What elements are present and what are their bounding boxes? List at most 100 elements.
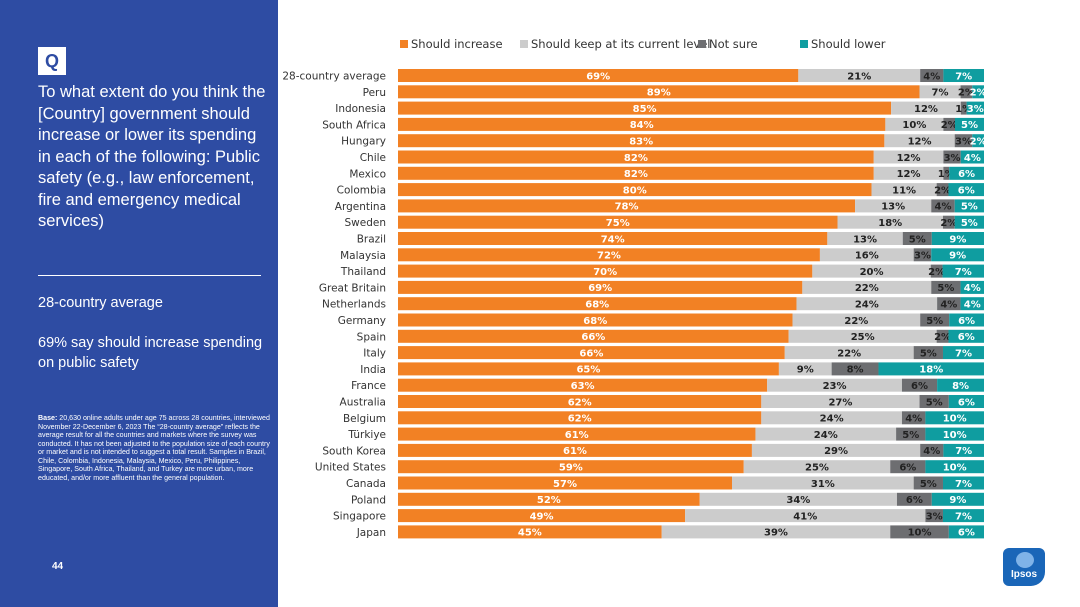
- ipsos-logo: Ipsos: [1003, 548, 1045, 586]
- data-label-not-sure: 4%: [905, 414, 922, 425]
- data-label-should-lower: 4%: [964, 300, 981, 311]
- bar-should-increase: [398, 395, 762, 408]
- category-label: India: [360, 364, 386, 376]
- bar-should-lower: [942, 476, 984, 490]
- category-label: Peru: [363, 87, 386, 99]
- data-label-should-increase: 69%: [588, 283, 612, 294]
- bar-should-lower: [943, 443, 984, 457]
- category-label: South Africa: [322, 119, 386, 131]
- data-label-should-keep-at-its-current-level: 39%: [764, 528, 788, 539]
- bar-should-lower: [948, 329, 984, 343]
- bar-should-lower: [925, 411, 984, 425]
- bar-should-lower: [931, 232, 984, 245]
- bar-should-increase: [398, 69, 799, 82]
- bar-not-sure: [920, 69, 944, 82]
- data-label-should-lower: 7%: [955, 267, 972, 278]
- bar-should-lower: [949, 166, 984, 180]
- bar-should-keep-at-its-current-level: [819, 248, 914, 262]
- bar-not-sure: [943, 117, 955, 131]
- bar-not-sure: [913, 248, 932, 262]
- data-label-should-keep-at-its-current-level: 31%: [811, 479, 835, 490]
- question-badge: Q: [38, 47, 66, 75]
- bar-should-lower: [949, 313, 984, 327]
- data-label-should-increase: 66%: [579, 348, 603, 359]
- data-label-should-keep-at-its-current-level: 20%: [860, 267, 884, 278]
- bar-should-keep-at-its-current-level: [755, 427, 897, 441]
- data-label-not-sure: 5%: [920, 479, 937, 490]
- data-label-should-increase: 69%: [586, 71, 610, 82]
- data-label-should-increase: 66%: [581, 332, 605, 343]
- data-label-should-increase: 62%: [568, 397, 592, 408]
- bar-not-sure: [943, 166, 950, 180]
- data-label-should-lower: 18%: [919, 365, 943, 376]
- data-label-should-lower: 6%: [958, 528, 975, 539]
- category-label: Italy: [363, 348, 386, 360]
- category-label: Mexico: [349, 168, 386, 180]
- bar-should-increase: [398, 101, 892, 115]
- data-label-should-increase: 82%: [624, 169, 648, 180]
- category-label: Türkiye: [347, 429, 386, 441]
- bar-should-lower: [942, 346, 984, 360]
- bar-should-increase: [398, 150, 874, 164]
- bar-should-increase: [398, 232, 828, 245]
- bar-should-increase: [398, 346, 785, 360]
- bar-should-increase: [398, 443, 752, 457]
- data-label-should-keep-at-its-current-level: 25%: [851, 332, 875, 343]
- category-label: Sweden: [345, 217, 387, 229]
- data-label-should-increase: 57%: [553, 479, 577, 490]
- page-number: 44: [52, 561, 64, 572]
- category-label: United States: [315, 462, 386, 474]
- bar-should-keep-at-its-current-level: [784, 346, 914, 360]
- bar-should-keep-at-its-current-level: [699, 492, 897, 506]
- data-label-should-increase: 65%: [576, 365, 600, 376]
- data-label-should-keep-at-its-current-level: 22%: [844, 316, 868, 327]
- logo-mark-icon: [1016, 552, 1034, 568]
- data-label-should-lower: 7%: [955, 446, 972, 457]
- data-label-should-keep-at-its-current-level: 24%: [855, 300, 879, 311]
- data-label-should-lower: 9%: [949, 251, 966, 262]
- bar-not-sure: [936, 183, 949, 197]
- data-label-not-sure: 3%: [914, 251, 931, 262]
- data-label-should-lower: 9%: [949, 234, 966, 245]
- data-label-should-lower: 7%: [955, 511, 972, 522]
- bar-not-sure: [913, 476, 943, 490]
- data-label-should-lower: 5%: [961, 120, 978, 131]
- bar-should-increase: [398, 215, 838, 229]
- data-label-should-lower: 5%: [961, 218, 978, 229]
- logo-text: Ipsos: [1010, 569, 1038, 580]
- data-label-not-sure: 8%: [847, 365, 864, 376]
- data-label-not-sure: 4%: [923, 71, 940, 82]
- bar-should-keep-at-its-current-level: [837, 215, 943, 229]
- category-label: Argentina: [335, 201, 386, 213]
- data-label-not-sure: 4%: [940, 300, 957, 311]
- data-label-should-lower: 6%: [958, 397, 975, 408]
- data-label-should-lower: 4%: [964, 153, 981, 164]
- bar-should-increase: [398, 411, 762, 425]
- legend-swatch-should-lower: [800, 40, 808, 48]
- category-label: Netherlands: [322, 299, 386, 311]
- data-label-should-keep-at-its-current-level: 24%: [820, 414, 844, 425]
- bar-not-sure: [931, 199, 955, 213]
- data-label-should-lower: 5%: [961, 202, 978, 213]
- bar-should-increase: [398, 492, 700, 506]
- data-label-should-lower: 2%: [970, 137, 987, 148]
- bar-not-sure: [937, 297, 961, 311]
- bar-should-lower: [960, 297, 984, 311]
- data-label-should-keep-at-its-current-level: 34%: [786, 495, 810, 506]
- bar-not-sure: [920, 443, 944, 457]
- bar-should-keep-at-its-current-level: [885, 117, 944, 131]
- legend-swatch-should-increase: [400, 40, 408, 48]
- bar-should-lower: [966, 101, 984, 115]
- bar-not-sure: [901, 378, 938, 392]
- bar-should-lower: [948, 395, 984, 408]
- bar-should-increase: [398, 525, 662, 539]
- bar-not-sure: [954, 134, 973, 148]
- bar-should-lower: [943, 69, 984, 82]
- category-label: Poland: [351, 494, 386, 506]
- data-label-should-increase: 82%: [624, 153, 648, 164]
- bar-not-sure: [930, 264, 943, 278]
- bar-should-increase: [398, 378, 768, 392]
- question-text: To what extent do you think the [Country…: [38, 83, 266, 230]
- bar-should-lower: [948, 525, 984, 539]
- data-label-should-keep-at-its-current-level: 24%: [814, 430, 838, 441]
